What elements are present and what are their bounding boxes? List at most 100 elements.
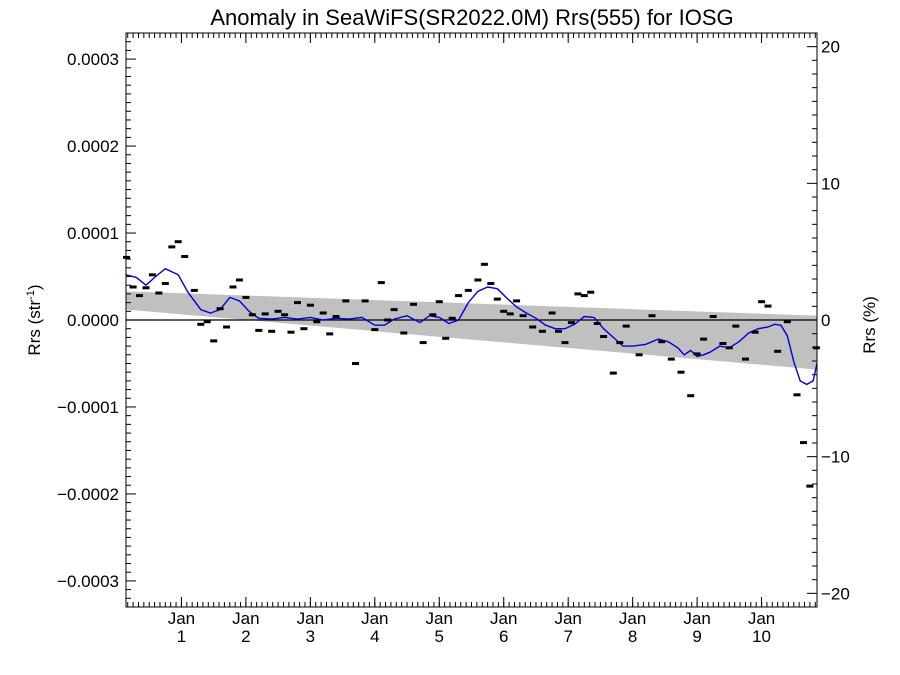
data-point [487, 282, 495, 285]
data-point [600, 335, 608, 338]
y-axis-label-right: Rrs (%) [860, 296, 879, 354]
x-tick-year-label: 8 [628, 627, 637, 646]
data-point [448, 316, 456, 320]
data-point [700, 337, 708, 341]
data-point [574, 292, 582, 296]
data-point [326, 332, 334, 336]
data-point [300, 327, 308, 331]
left-tick-label: 0.0000 [67, 311, 119, 330]
data-point [203, 320, 211, 324]
data-point [261, 312, 269, 316]
data-point [742, 357, 749, 361]
right-tick-label: 20 [821, 38, 840, 57]
data-point [235, 278, 243, 282]
data-point [390, 308, 398, 312]
data-point [342, 299, 350, 303]
data-point [384, 318, 392, 322]
data-point [587, 290, 595, 294]
data-point [677, 370, 685, 374]
data-point [361, 299, 369, 303]
x-tick-year-label: 3 [306, 627, 315, 646]
data-point [774, 349, 782, 353]
data-point [609, 371, 617, 375]
data-point [294, 301, 301, 305]
y-axis-label-left: Rrs (str-1) [25, 284, 44, 355]
data-point [538, 329, 546, 333]
left-tick-label: 0.0001 [67, 224, 119, 243]
data-point [580, 294, 588, 298]
x-tick-month-label: Jan [748, 609, 775, 628]
x-tick-year-label: 7 [563, 627, 572, 646]
data-point [506, 312, 514, 316]
data-point [155, 291, 163, 295]
data-point [216, 307, 224, 311]
data-point [268, 329, 276, 333]
data-point [793, 393, 801, 397]
data-point [548, 311, 556, 315]
data-point [480, 262, 488, 266]
data-point [377, 281, 385, 285]
data-point [371, 328, 379, 332]
x-tick-month-label: Jan [683, 609, 710, 628]
data-point [161, 282, 169, 285]
x-tick-month-label: Jan [297, 609, 324, 628]
data-point [500, 309, 508, 313]
x-tick-month-label: Jan [619, 609, 646, 628]
data-point [313, 320, 321, 324]
data-point [758, 300, 766, 304]
x-tick-month-label: Jan [361, 609, 388, 628]
data-point [616, 341, 624, 345]
data-point [210, 339, 218, 343]
data-point [410, 302, 417, 306]
chart-title: Anomaly in SeaWiFS(SR2022.0M) Rrs(555) f… [210, 5, 733, 30]
data-point [567, 321, 575, 325]
data-point [142, 286, 150, 290]
data-point [474, 278, 482, 282]
x-tick-month-label: Jan [426, 609, 453, 628]
plot-area: 0.0003 0.0002 0.0001 0.0000 −0.0001 −0.0002 −0… [57, 32, 850, 646]
left-tick-label: 0.0003 [67, 50, 119, 69]
data-point [174, 240, 182, 244]
data-point [181, 255, 189, 258]
x-tick-month-label: Jan [490, 609, 517, 628]
x-tick-year-label: 1 [177, 627, 186, 646]
uncertainty-band [126, 291, 817, 370]
data-point [223, 325, 231, 329]
data-point [190, 288, 198, 292]
data-point [709, 315, 717, 318]
data-point [148, 273, 156, 277]
data-point [242, 295, 250, 299]
data-point [719, 342, 727, 345]
x-tick-month-label: Jan [232, 609, 259, 628]
right-tick-label: 10 [821, 174, 840, 193]
data-point [429, 313, 437, 317]
left-tick-label: −0.0002 [57, 485, 119, 504]
data-point [274, 309, 282, 313]
left-tick-label: −0.0001 [57, 398, 119, 417]
x-tick-month-label: Jan [554, 609, 581, 628]
data-point [248, 313, 256, 317]
data-point [658, 340, 666, 344]
data-point [319, 311, 327, 315]
data-point [229, 285, 237, 289]
x-tick-year-label: 2 [241, 627, 250, 646]
data-point [352, 362, 359, 365]
data-point [513, 299, 521, 303]
x-tick-month-label: Jan [168, 609, 195, 628]
data-point [123, 255, 131, 259]
data-point [806, 484, 814, 488]
data-point [732, 324, 740, 328]
x-tick-year-label: 9 [692, 627, 701, 646]
data-point [255, 328, 263, 332]
right-tick-label: −10 [821, 448, 850, 467]
data-point [764, 304, 772, 308]
data-point [400, 331, 408, 335]
x-tick-year-label: 10 [752, 627, 771, 646]
data-point [287, 330, 295, 334]
left-tick-label: 0.0002 [67, 137, 119, 156]
data-point [593, 322, 601, 325]
data-point [168, 245, 176, 249]
data-point [561, 341, 569, 345]
data-point [306, 303, 314, 307]
